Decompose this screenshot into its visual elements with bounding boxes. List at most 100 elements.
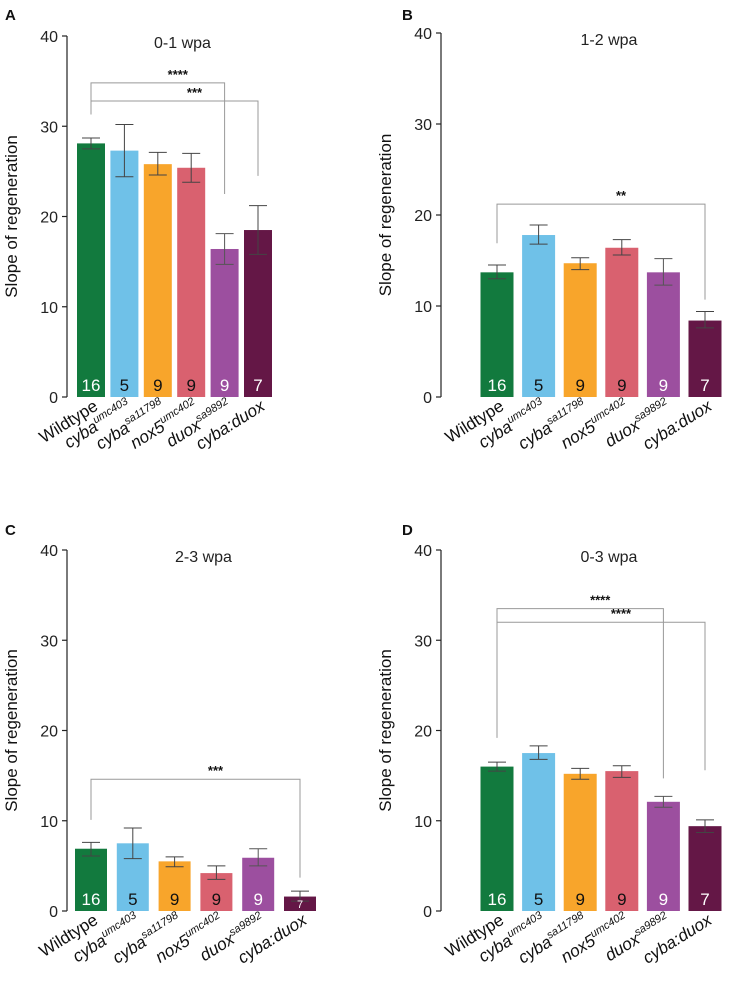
y-tick-label: 40 [414, 26, 432, 43]
error-bar-3 [207, 865, 226, 880]
bracket-line [496, 621, 706, 771]
error-bar-0 [488, 264, 506, 280]
panel-letter: B [402, 7, 413, 24]
x-tick-label-5: cyba:duox [192, 396, 268, 453]
bar-count-4: 9 [220, 376, 229, 395]
bar-count-5: 7 [700, 376, 709, 395]
panel-title: 0-1 wpa [154, 35, 211, 52]
error-bar-5 [696, 310, 714, 329]
bar-5 [688, 826, 722, 911]
bracket-line [496, 203, 706, 300]
significance-label: **** [168, 67, 189, 82]
y-tick-label: 10 [414, 814, 432, 831]
bar-4 [646, 801, 680, 911]
significance-bracket-1: **** [496, 606, 706, 771]
significance-bracket-1: *** [90, 85, 259, 176]
y-tick-label: 0 [49, 904, 58, 921]
y-tick-label: 0 [49, 390, 58, 407]
bar-count-1: 5 [534, 890, 543, 909]
bar-2 [143, 164, 172, 397]
error-bar-0 [488, 761, 506, 772]
error-bar-4 [654, 795, 673, 808]
y-tick-label: 10 [40, 814, 58, 831]
significance-label: **** [611, 606, 632, 621]
bar-count-1: 5 [128, 890, 137, 909]
genotype-allele: sa9892 [632, 909, 669, 938]
genotype-allele: sa9892 [227, 909, 264, 938]
panel-d: D 0-3 wpa 0 10 20 30 40 Slope of regeneration 16… [376, 522, 722, 967]
bar-3 [177, 167, 206, 397]
error-bar-4 [249, 848, 268, 867]
bar-5 [688, 320, 722, 397]
significance-bracket-0: ** [496, 188, 706, 300]
y-tick-label: 30 [40, 119, 58, 136]
panel-letter: D [402, 522, 413, 539]
bar-5 [244, 230, 272, 397]
bar-0 [75, 848, 107, 911]
bar-count-2: 9 [170, 890, 179, 909]
y-axis-label: Slope of regeneration [2, 135, 21, 298]
bar-count-3: 9 [617, 376, 626, 395]
bar-count-0: 16 [82, 376, 101, 395]
error-bar-0 [82, 841, 100, 857]
y-tick-label: 40 [40, 543, 58, 560]
y-axis-label: Slope of regeneration [376, 649, 395, 812]
bar-2 [563, 263, 597, 397]
y-tick-label: 20 [414, 724, 432, 741]
bar-count-1: 5 [534, 376, 543, 395]
panel-a: A 0-1 wpa 0 10 20 30 40 Slope of regeneration 16… [2, 7, 272, 453]
error-bar-1 [529, 745, 548, 760]
significance-bracket-0: *** [90, 763, 301, 878]
bar-0 [77, 143, 105, 397]
y-tick-label: 10 [414, 299, 432, 316]
error-bar-2 [165, 856, 184, 868]
bar-2 [563, 773, 597, 911]
panel-letter: C [5, 522, 16, 539]
error-bar-2 [148, 151, 167, 176]
y-tick-label: 20 [414, 208, 432, 225]
y-tick-label: 20 [40, 724, 58, 741]
bar-4 [210, 248, 239, 397]
significance-label: *** [208, 763, 224, 778]
significance-label: ** [616, 188, 627, 203]
bar-count-4: 9 [659, 890, 668, 909]
y-tick-label: 30 [414, 633, 432, 650]
error-bar-4 [654, 258, 673, 286]
y-tick-label: 30 [414, 117, 432, 134]
bar-count-5: 7 [700, 890, 709, 909]
error-bar-5 [696, 819, 714, 833]
bar-count-4: 9 [659, 376, 668, 395]
bar-1 [110, 150, 139, 397]
error-bar-3 [182, 152, 201, 183]
y-tick-label: 0 [423, 904, 432, 921]
y-axis-label: Slope of regeneration [2, 649, 21, 812]
bar-5 [284, 896, 316, 911]
y-tick-label: 20 [40, 210, 58, 227]
significance-bracket-0: **** [90, 67, 226, 194]
bar-2 [158, 861, 191, 911]
bracket-line [496, 608, 664, 779]
error-bar-1 [529, 224, 548, 245]
y-tick-label: 10 [40, 300, 58, 317]
bar-count-0: 16 [488, 890, 507, 909]
panel-letter: A [5, 7, 16, 24]
y-tick-label: 0 [423, 390, 432, 407]
error-bar-5 [291, 890, 309, 902]
error-bar-0 [82, 137, 100, 150]
panel-title: 0-3 wpa [581, 549, 638, 566]
bar-count-2: 9 [575, 890, 584, 909]
bar-1 [522, 235, 556, 397]
genotype-name: cyba:duox [192, 396, 268, 453]
panel-title: 1-2 wpa [581, 32, 638, 49]
bar-count-0: 16 [82, 890, 101, 909]
bar-count-1: 5 [120, 376, 129, 395]
error-bar-3 [612, 765, 631, 778]
panel-title: 2-3 wpa [175, 549, 232, 566]
bar-count-3: 9 [212, 890, 221, 909]
bar-0 [480, 766, 514, 911]
bar-4 [646, 272, 680, 397]
significance-label: *** [187, 85, 203, 100]
bar-count-2: 9 [575, 376, 584, 395]
error-bar-5 [249, 205, 267, 255]
